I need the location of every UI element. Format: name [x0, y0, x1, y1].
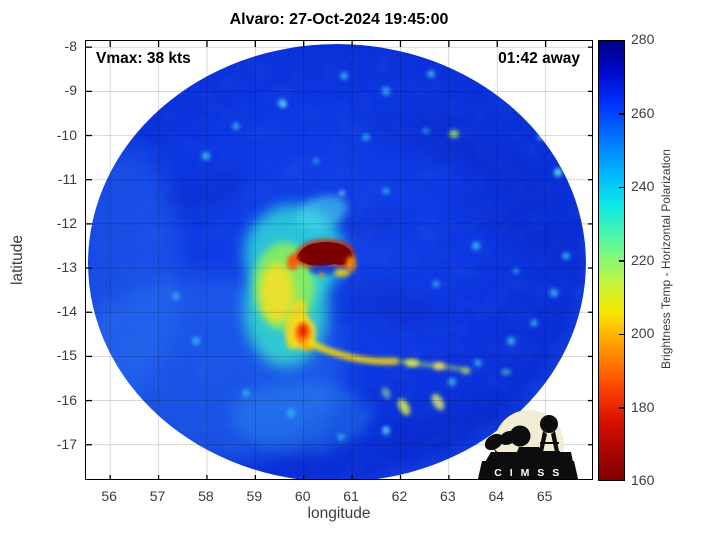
grid-overlay: [86, 41, 592, 479]
colorbar-tick: [619, 407, 624, 409]
plot-title: Alvaro: 27-Oct-2024 19:45:00: [229, 11, 449, 28]
y-tick-label: -12: [56, 214, 77, 231]
cimss-logo: C I M S S: [477, 409, 579, 479]
y-tick-label: -9: [64, 82, 77, 99]
colorbar-tick-label: 200: [631, 325, 655, 341]
logo-text: C I M S S: [494, 467, 561, 479]
logo-silhouette: [477, 415, 579, 479]
colorbar-tick: [619, 113, 624, 115]
plot-area: Vmax: 38 kts 01:42 away: [85, 40, 593, 480]
x-tick-label: 64: [488, 488, 505, 504]
y-tick-label: -16: [56, 391, 77, 408]
y-tick-label: -17: [56, 435, 77, 452]
y-tick-label: -8: [64, 38, 77, 55]
y-tick-label: -14: [56, 303, 77, 320]
y-axis-label: latitude: [9, 235, 26, 285]
y-tick-label: -15: [56, 347, 77, 364]
x-tick-label: 57: [149, 488, 166, 504]
colorbar-tick: [619, 186, 624, 188]
colorbar-tick-label: 260: [631, 104, 655, 121]
colorbar-tick: [619, 333, 624, 335]
annotation-vmax: Vmax: 38 kts: [96, 50, 191, 67]
x-tick-label: 60: [294, 488, 311, 504]
y-tick-label: -10: [56, 126, 77, 143]
colorbar-tick-label: 180: [631, 398, 655, 415]
colorbar-tick: [619, 260, 624, 262]
x-axis-label: longitude: [307, 505, 371, 522]
x-tick-label: 56: [101, 488, 117, 504]
colorbar-tick-label: 220: [631, 251, 655, 268]
x-tick-label: 58: [198, 488, 214, 504]
colorbar-tick-label: 240: [631, 178, 655, 194]
x-tick-label: 65: [536, 488, 553, 504]
y-tick-label: -13: [56, 259, 77, 276]
y-tick-label: -11: [57, 170, 77, 187]
x-tick-label: 59: [246, 488, 263, 504]
x-tick-label: 61: [343, 488, 359, 504]
x-tick-label: 63: [440, 488, 456, 504]
colorbar-tick-label: 160: [631, 472, 655, 488]
colorbar-tick-label: 280: [631, 31, 655, 47]
x-tick-label: 62: [391, 488, 408, 504]
annotation-time-away: 01:42 away: [498, 50, 580, 67]
storm-imagery: [88, 44, 586, 479]
